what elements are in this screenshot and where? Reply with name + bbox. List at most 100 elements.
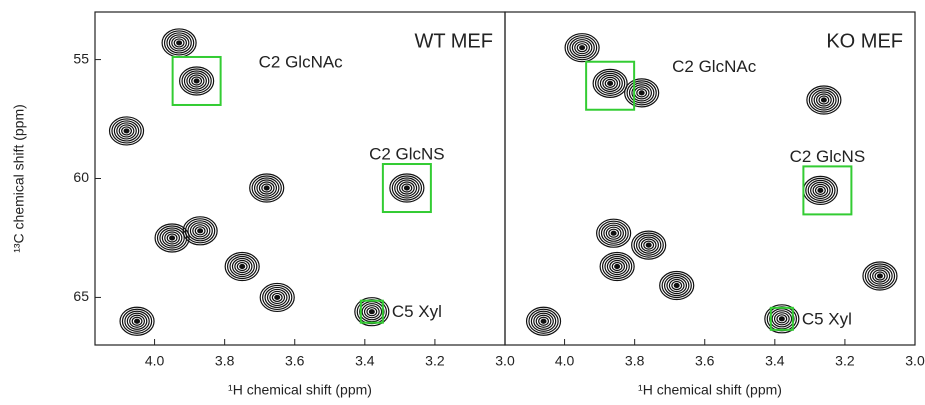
contour-ring: [194, 226, 206, 236]
contour-ring: [818, 95, 830, 105]
x-tick-label: 4.0: [555, 353, 575, 369]
x-axis-label: ¹H chemical shift (ppm): [228, 382, 372, 398]
contour-ring: [569, 37, 595, 59]
contour-ring: [354, 297, 390, 327]
contour-ring: [131, 316, 143, 326]
contour-ring: [673, 282, 680, 289]
contour-ring: [271, 292, 283, 303]
contour-ring: [236, 261, 248, 272]
contour-ring: [602, 76, 619, 90]
contour-ring: [633, 232, 664, 258]
contour-ring: [176, 40, 183, 46]
contour-ring: [191, 76, 203, 86]
contour-ring: [231, 257, 253, 276]
contour-ring: [188, 74, 205, 88]
contour-ring: [389, 173, 425, 203]
peak: [249, 173, 285, 203]
contour-ring: [566, 35, 598, 61]
contour-ring: [599, 74, 621, 92]
contour-ring: [169, 235, 176, 241]
peak: [659, 270, 695, 301]
contour-ring: [643, 240, 655, 250]
contour-ring: [179, 66, 215, 96]
contour-ring: [154, 223, 190, 253]
contour-ring: [776, 314, 788, 324]
peak: [631, 230, 667, 260]
x-tick-label: 3.6: [695, 353, 715, 369]
contour-ring: [530, 310, 557, 332]
contour-ring: [598, 220, 629, 246]
contour-ring: [817, 187, 824, 193]
peak: [564, 33, 600, 63]
contour-ring: [259, 282, 295, 313]
contour-ring: [574, 41, 590, 55]
contour-ring: [540, 318, 547, 324]
contour-ring: [181, 68, 212, 94]
peak: [624, 78, 660, 108]
contour-ring: [189, 222, 211, 240]
contour-ring: [867, 265, 893, 287]
contour-ring: [607, 80, 614, 86]
peak-box: [171, 55, 222, 106]
peak-label: C5 Xyl: [802, 309, 852, 328]
contour-ring: [535, 314, 552, 328]
contour-ring: [659, 270, 695, 301]
contour-ring: [640, 238, 657, 252]
contour-ring: [166, 32, 192, 54]
peak: [224, 251, 260, 282]
contour-ring: [624, 78, 660, 108]
contour-ring: [576, 43, 588, 53]
contour-ring: [778, 316, 785, 322]
contour-ring: [363, 305, 380, 319]
peak-box: [802, 165, 853, 216]
x-tick-label: 4.0: [145, 353, 165, 369]
contour-ring: [262, 284, 293, 311]
contour-ring: [234, 259, 251, 274]
contour-ring: [193, 78, 200, 84]
contour-ring: [862, 261, 898, 291]
contour-ring: [668, 278, 685, 293]
contour-ring: [597, 72, 623, 94]
contour-ring: [263, 185, 270, 191]
peak: [862, 261, 898, 291]
contour-ring: [274, 294, 281, 301]
contour-ring: [606, 257, 628, 276]
contour-ring: [594, 70, 626, 96]
contour-ring: [249, 173, 285, 203]
x-tick-label: 3.0: [495, 353, 515, 369]
contour-ring: [168, 34, 190, 52]
peak: [806, 85, 842, 115]
x-tick-label: 3.8: [625, 353, 645, 369]
contour-ring: [816, 93, 832, 107]
peak-box: [381, 163, 432, 214]
contour-ring: [812, 183, 829, 197]
contour-ring: [807, 179, 834, 201]
contour-ring: [628, 82, 655, 104]
contour-ring: [608, 228, 620, 238]
contour-ring: [663, 274, 690, 297]
contour-ring: [113, 120, 140, 142]
contour-ring: [864, 263, 896, 289]
contour-ring: [183, 70, 210, 92]
y-tick-label: 60: [73, 169, 89, 185]
contour-ring: [564, 33, 600, 63]
contour-ring: [810, 181, 831, 199]
peak-label: C2 GlcNAc: [672, 57, 757, 76]
peak: [259, 282, 295, 313]
y-tick-label: 55: [73, 50, 89, 66]
contour-ring: [636, 88, 648, 98]
contour-ring: [808, 87, 840, 113]
contour-ring: [813, 91, 835, 109]
contour-ring: [186, 72, 207, 90]
contour-ring: [161, 229, 183, 247]
contour-ring: [173, 38, 185, 48]
contour-ring: [635, 234, 662, 256]
peak: [592, 68, 628, 98]
peak-box: [769, 306, 794, 331]
contour-ring: [571, 39, 593, 57]
contour-ring: [266, 288, 288, 307]
contour-ring: [631, 84, 652, 102]
contour-ring: [224, 251, 260, 282]
x-tick-label: 3.2: [835, 353, 855, 369]
